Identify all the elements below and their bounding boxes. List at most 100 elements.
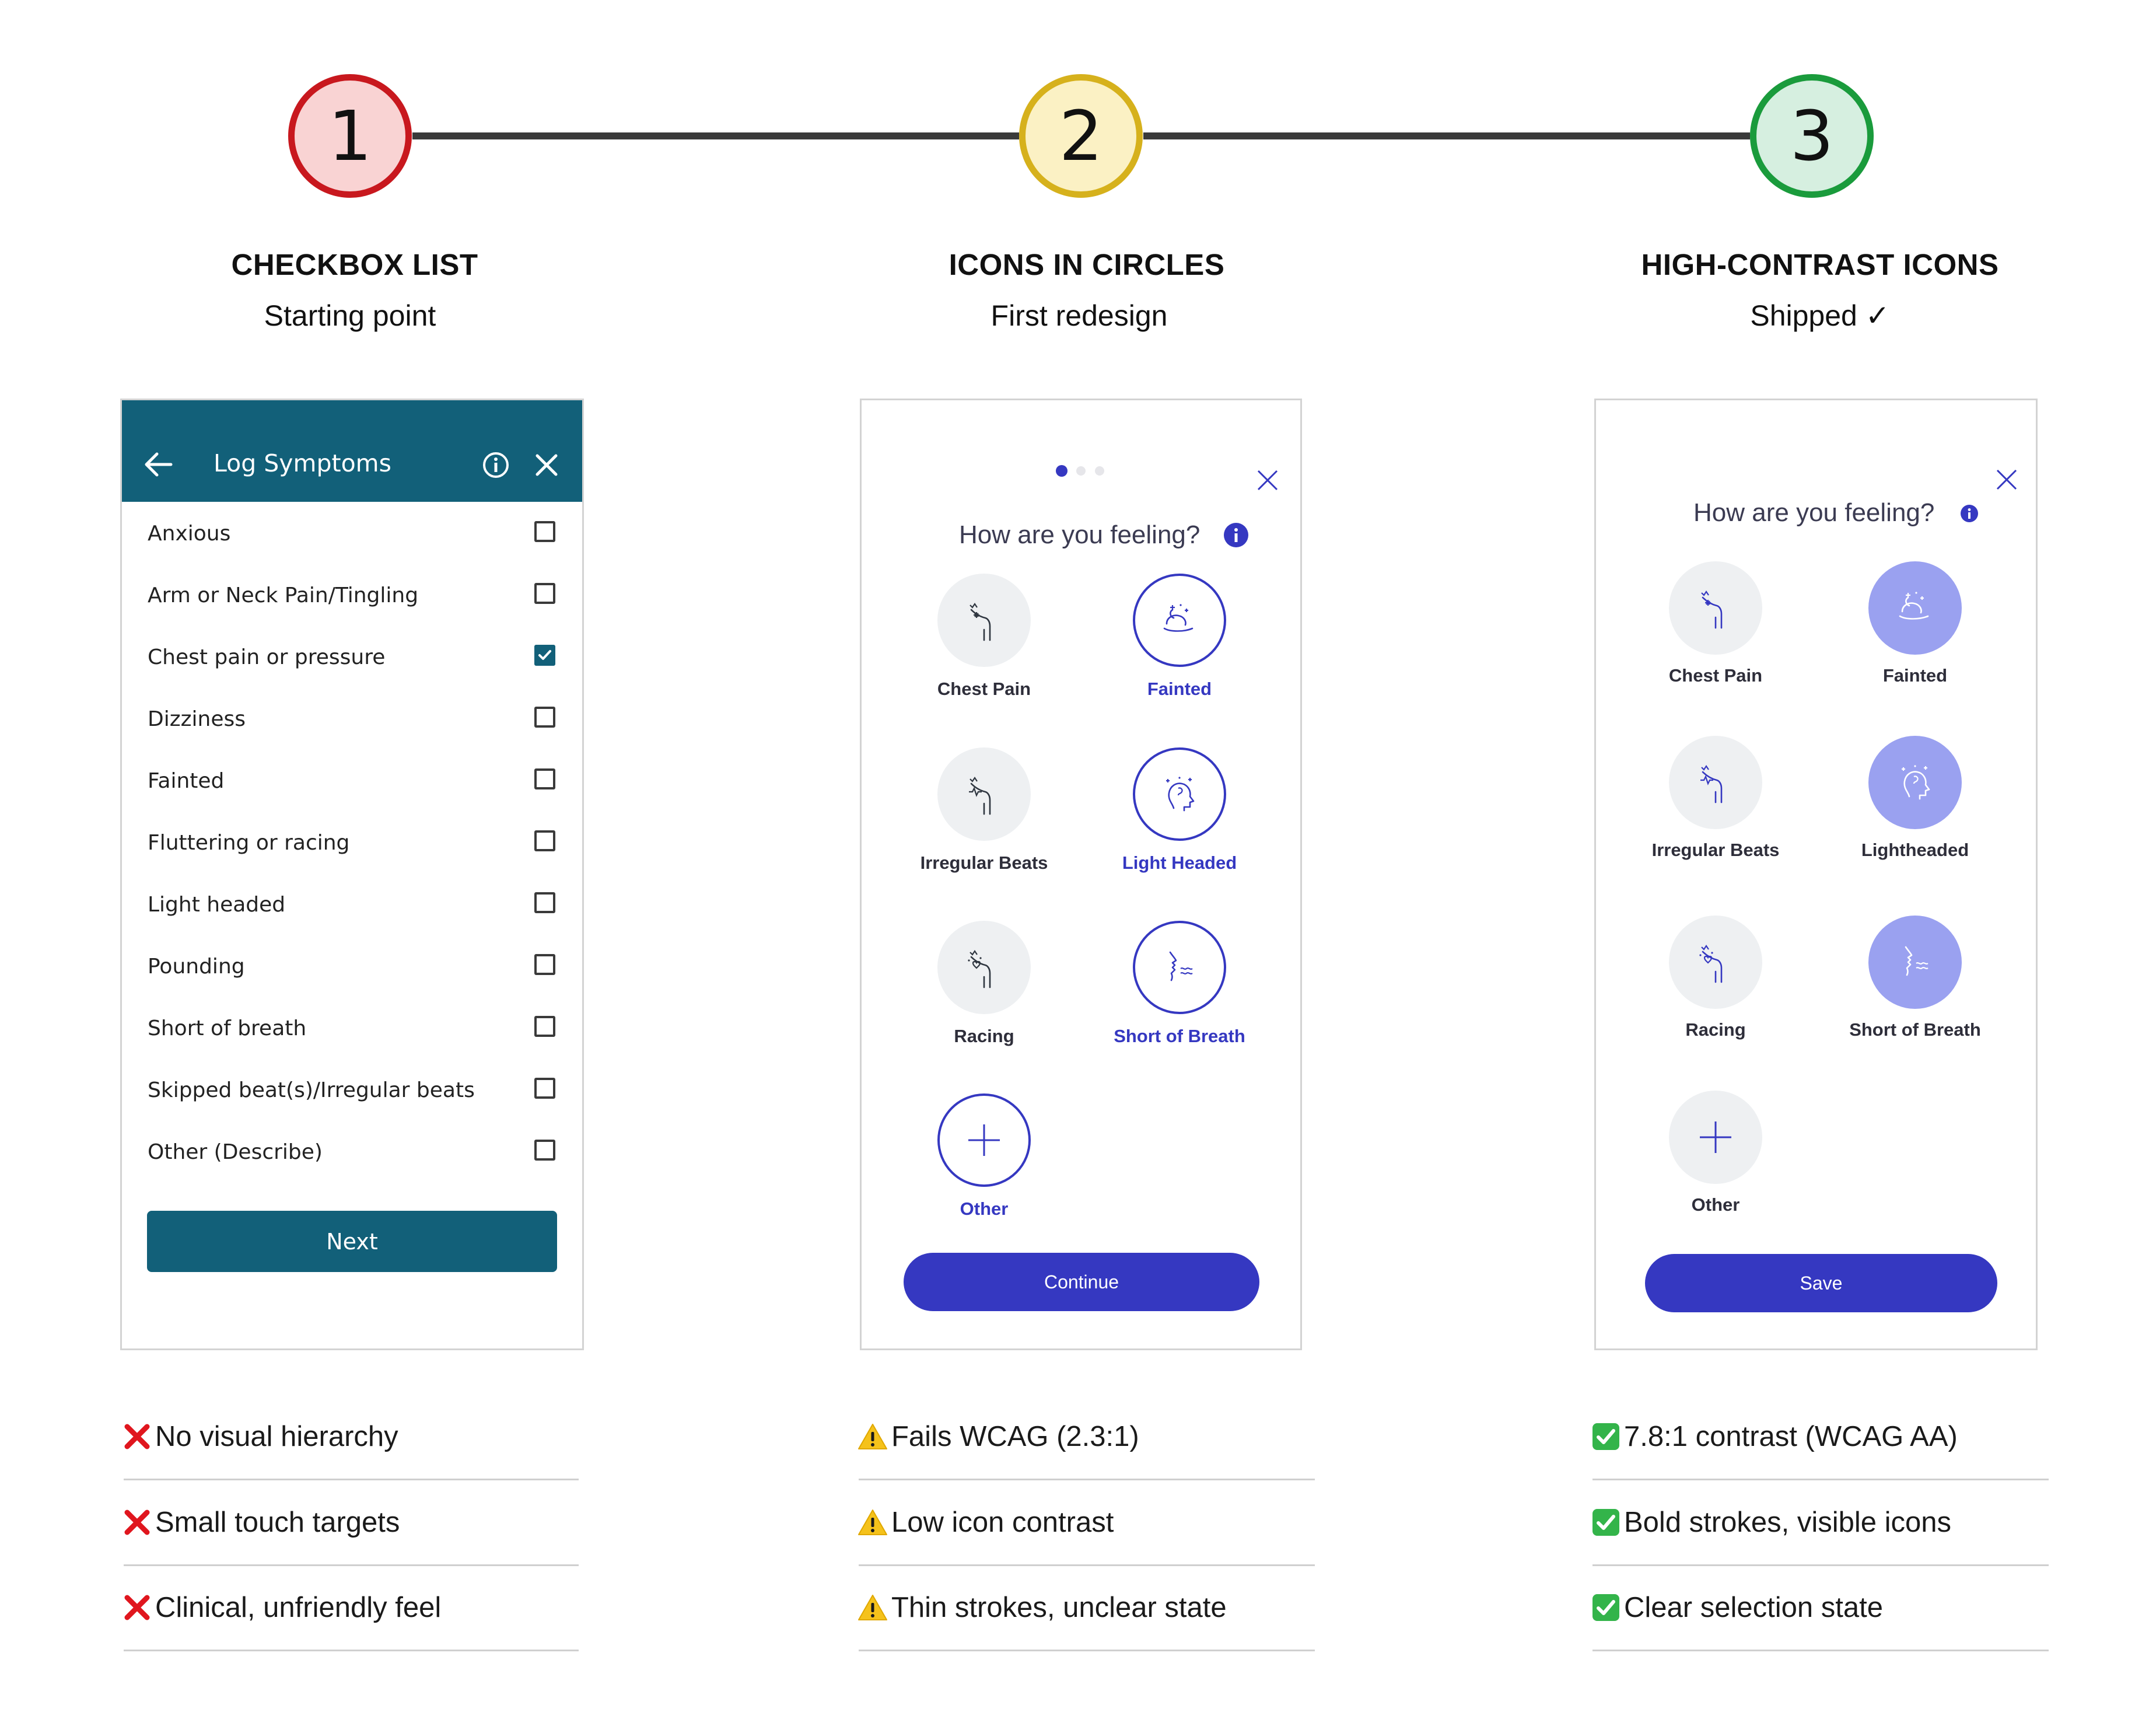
- symptom-label: Other: [1691, 1194, 1740, 1215]
- checkmark-icon: [1592, 1423, 1619, 1450]
- note-mark: [858, 1423, 888, 1451]
- info-icon[interactable]: [482, 451, 510, 479]
- close-icon[interactable]: [534, 453, 559, 477]
- step-3-subtitle: Shipped ✓: [1750, 299, 1890, 332]
- symptom-checkbox[interactable]: [534, 645, 555, 666]
- note-item: Low icon contrast: [858, 1506, 1114, 1539]
- save-button[interactable]: Save: [1645, 1254, 1997, 1312]
- note-text: Low icon contrast: [891, 1507, 1114, 1538]
- chest-pain-icon: [1701, 591, 1723, 629]
- symptom-label: Light Headed: [1122, 852, 1237, 873]
- symptom-checkbox[interactable]: [534, 1078, 555, 1099]
- symptom-icon-circle[interactable]: [1669, 916, 1762, 1009]
- step-3-number: 3: [1790, 96, 1834, 176]
- symptom-label: Chest Pain: [1668, 665, 1763, 686]
- symptom-label: Light headed: [148, 893, 286, 917]
- symptom-label: Racing: [954, 1026, 1014, 1046]
- note-text: Fails WCAG (2.3:1): [891, 1421, 1139, 1452]
- symptom-icon-circle[interactable]: [1868, 561, 1962, 655]
- panel-high-contrast-icons: How are you feeling? Chest Pain Fainted Ir…: [1594, 399, 2038, 1350]
- page-dot: [1076, 466, 1086, 476]
- warning-icon: [858, 1595, 887, 1620]
- symptom-label: Irregular Beats: [920, 852, 1048, 873]
- panel-icons-in-circles: How are you feeling? Chest Pain Fainted Ir…: [860, 399, 1302, 1350]
- symptom-icon-circle[interactable]: [1133, 574, 1226, 667]
- symptom-checkbox[interactable]: [534, 892, 555, 913]
- short-of-breath-icon: [1905, 946, 1929, 976]
- note-item: Fails WCAG (2.3:1): [858, 1420, 1139, 1453]
- checkmark-icon: [1592, 1509, 1619, 1536]
- close-icon[interactable]: [1995, 468, 2018, 491]
- app-header: Log Symptoms: [122, 400, 582, 502]
- note-mark: [858, 1508, 888, 1536]
- note-text: No visual hierarchy: [155, 1421, 398, 1452]
- symptom-label: Short of Breath: [1114, 1026, 1245, 1046]
- symptom-label: Irregular Beats: [1651, 840, 1780, 860]
- irregular-beats-icon: [1700, 765, 1723, 803]
- note-divider: [124, 1564, 579, 1566]
- symptom-label: Other: [960, 1199, 1009, 1219]
- symptom-label: Fainted: [148, 769, 225, 793]
- note-item: No visual hierarchy: [123, 1420, 398, 1453]
- symptom-checkbox[interactable]: [534, 830, 555, 851]
- info-icon[interactable]: [1960, 504, 1979, 523]
- symptom-icon-circle[interactable]: [937, 921, 1031, 1014]
- symptom-icon-circle[interactable]: [937, 1093, 1031, 1187]
- cross-icon: [124, 1510, 150, 1535]
- symptom-icon-circle[interactable]: [937, 574, 1031, 667]
- symptom-icon-circle[interactable]: [1868, 916, 1962, 1009]
- symptom-label: Pounding: [148, 955, 245, 979]
- symptom-label: Fainted: [1882, 665, 1948, 686]
- close-icon[interactable]: [1256, 469, 1279, 492]
- warning-icon: [858, 1510, 887, 1535]
- light-headed-icon: [1902, 765, 1930, 800]
- symptom-checkbox[interactable]: [534, 954, 555, 975]
- symptom-label: Fainted: [1147, 679, 1212, 699]
- symptom-label: Fluttering or racing: [148, 831, 350, 855]
- racing-icon: [1699, 945, 1723, 983]
- symptom-checkbox[interactable]: [534, 583, 555, 604]
- symptom-label: Racing: [1685, 1019, 1746, 1040]
- step-1-title: CHECKBOX LIST: [231, 248, 478, 281]
- symptom-checkbox[interactable]: [534, 521, 555, 542]
- light-headed-icon: [1166, 777, 1195, 812]
- step-2-number: 2: [1059, 96, 1103, 176]
- chest-pain-icon: [970, 603, 991, 641]
- symptom-label: Short of breath: [148, 1016, 307, 1040]
- note-mark: [123, 1508, 152, 1537]
- note-text: Thin strokes, unclear state: [891, 1592, 1227, 1623]
- note-mark: [1591, 1422, 1620, 1451]
- symptom-label: Other (Describe): [148, 1140, 323, 1164]
- info-icon[interactable]: [1223, 522, 1249, 548]
- racing-icon: [968, 950, 991, 988]
- note-mark: [1591, 1508, 1620, 1537]
- symptom-checkbox[interactable]: [534, 707, 555, 728]
- cross-icon: [124, 1595, 150, 1620]
- symptom-icon-circle[interactable]: [1669, 1091, 1762, 1184]
- note-divider: [124, 1650, 579, 1651]
- note-divider: [1592, 1479, 2049, 1480]
- back-arrow-icon[interactable]: [143, 452, 173, 477]
- symptom-icon-circle[interactable]: [1133, 921, 1226, 1014]
- page-dot-active: [1056, 465, 1068, 477]
- symptom-checkbox[interactable]: [534, 1016, 555, 1037]
- question-title: How are you feeling?: [959, 520, 1200, 549]
- next-button[interactable]: Next: [147, 1211, 557, 1272]
- symptom-icon-circle[interactable]: [937, 747, 1031, 841]
- panel-checkbox-list: Log Symptoms Anxious Arm or Neck Pain/Tin…: [120, 399, 584, 1350]
- note-item: 7.8:1 contrast (WCAG AA): [1591, 1420, 1958, 1453]
- fainted-icon: [1899, 592, 1929, 620]
- symptom-checkbox[interactable]: [534, 1140, 555, 1161]
- progress-connector-2: [1143, 132, 1750, 139]
- page-dot: [1095, 466, 1104, 476]
- symptom-checkbox[interactable]: [534, 768, 555, 789]
- progress-connector-1: [412, 132, 1019, 139]
- note-divider: [859, 1564, 1315, 1566]
- symptom-icon-circle[interactable]: [1868, 736, 1962, 829]
- symptom-icon-circle[interactable]: [1669, 736, 1762, 829]
- continue-button[interactable]: Continue: [904, 1253, 1259, 1311]
- plus-icon: [1700, 1121, 1731, 1153]
- symptom-icon-circle[interactable]: [1133, 747, 1226, 841]
- note-text: Small touch targets: [155, 1507, 400, 1538]
- symptom-icon-circle[interactable]: [1669, 561, 1762, 655]
